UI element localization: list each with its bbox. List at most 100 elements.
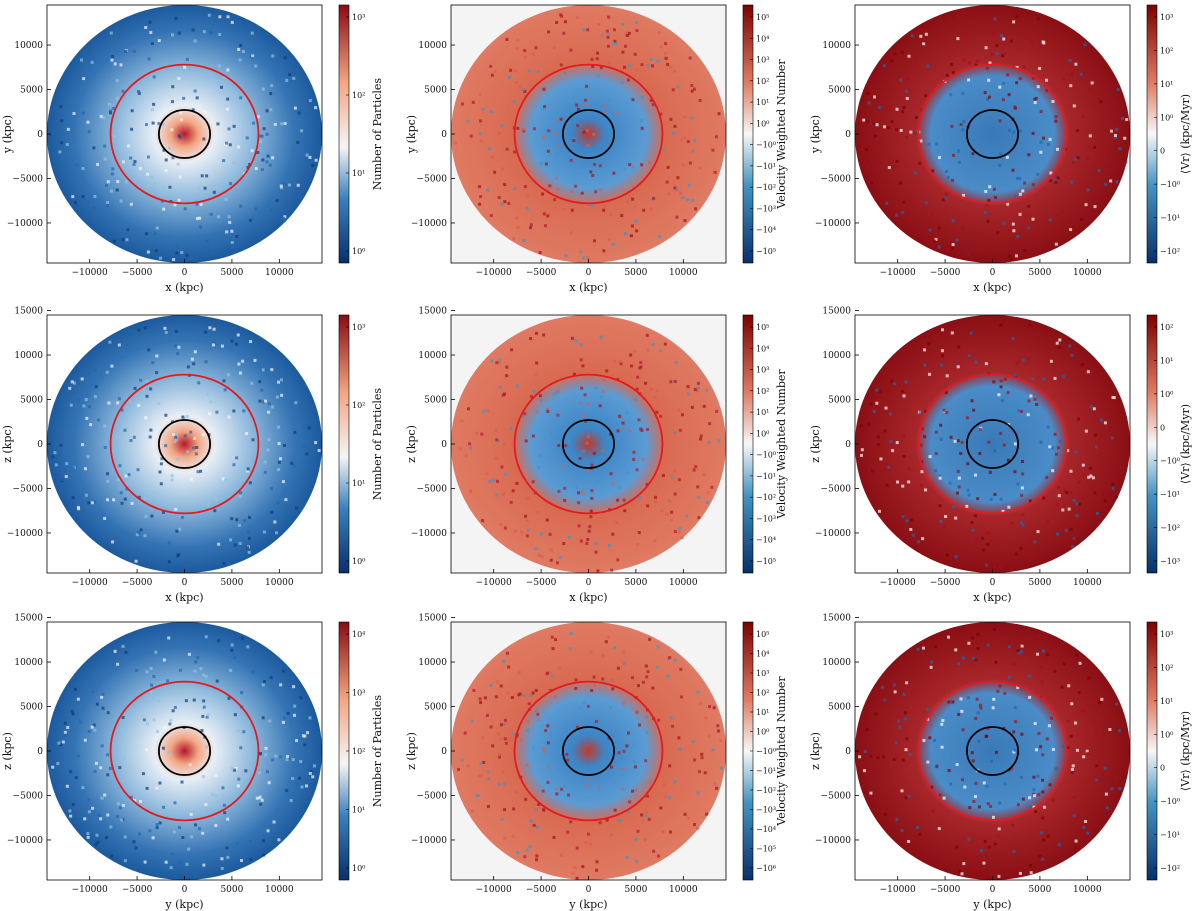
heatmap-pixel xyxy=(617,486,621,490)
heatmap-pixel xyxy=(1032,805,1036,809)
heatmap-pixel xyxy=(677,530,681,534)
heatmap-pixel xyxy=(296,140,300,144)
heatmap-pixel xyxy=(673,658,677,662)
heatmap-pixel xyxy=(121,238,125,242)
heatmap-pixel xyxy=(517,670,521,674)
heatmap-pixel xyxy=(927,342,931,346)
heatmap-pixel xyxy=(926,64,930,68)
heatmap-pixel xyxy=(124,49,128,53)
y-tick-label: 0 xyxy=(37,130,43,140)
heatmap-pixel xyxy=(525,763,529,767)
heatmap-pixel xyxy=(304,784,308,788)
heatmap-pixel xyxy=(684,514,688,518)
heatmap-pixel xyxy=(966,696,970,700)
heatmap-pixel xyxy=(540,555,544,559)
heatmap-pixel xyxy=(633,349,637,353)
heatmap-pixel xyxy=(274,531,278,535)
heatmap-pixel xyxy=(200,729,204,733)
heatmap-pixel xyxy=(640,119,644,123)
heatmap-pixel xyxy=(993,492,997,496)
heatmap-pixel xyxy=(1062,662,1066,666)
heatmap-pixel xyxy=(118,434,122,438)
heatmap-pixel xyxy=(132,49,136,53)
heatmap-pixel xyxy=(232,124,236,128)
heatmap-pixel xyxy=(1033,101,1037,105)
heatmap-pixel xyxy=(597,478,601,482)
heatmap-pixel xyxy=(574,184,578,188)
heatmap-pixel xyxy=(609,706,613,710)
heatmap-pixel xyxy=(526,194,530,198)
heatmap-pixel xyxy=(903,717,907,721)
heatmap-pixel xyxy=(610,678,614,682)
heatmap-pixel xyxy=(575,846,579,850)
heatmap-pixel xyxy=(150,108,154,112)
heatmap-pixel xyxy=(503,442,507,446)
heatmap-pixel xyxy=(251,670,255,674)
x-tick-label: 10000 xyxy=(1073,578,1102,588)
heatmap-pixel xyxy=(929,665,933,669)
x-tick-label: −10000 xyxy=(880,885,916,895)
heatmap-pixel xyxy=(621,421,625,425)
heatmap-pixel xyxy=(956,469,960,473)
heatmap-pixel xyxy=(628,429,632,433)
heatmap-pixel xyxy=(670,476,674,480)
x-tick-label: −5000 xyxy=(526,578,557,588)
heatmap-pixel xyxy=(697,770,701,774)
heatmap-pixel xyxy=(644,814,648,818)
heatmap-pixel xyxy=(648,637,652,641)
heatmap-pixel xyxy=(559,117,563,121)
heatmap-pixel xyxy=(81,167,85,171)
heatmap-pixel xyxy=(582,28,586,32)
y-tick-label: 0 xyxy=(441,440,447,450)
heatmap-pixel xyxy=(164,158,168,162)
heatmap-pixel xyxy=(634,788,638,792)
heatmap-pixel xyxy=(959,451,963,455)
heatmap-pixel xyxy=(536,511,540,515)
heatmap-pixel xyxy=(1064,844,1068,848)
heatmap-pixel xyxy=(954,648,958,652)
heatmap-pixel xyxy=(992,187,996,191)
heatmap-pixel xyxy=(1042,496,1046,500)
heatmap-pixel xyxy=(640,813,644,817)
heatmap-pixel xyxy=(92,723,96,727)
heatmap-pixel xyxy=(997,874,1001,878)
heatmap-pixel xyxy=(649,57,653,61)
heatmap-pixel xyxy=(275,199,279,203)
heatmap-pixel xyxy=(279,755,283,759)
heatmap-pixel xyxy=(700,756,704,760)
heatmap-pixel xyxy=(162,207,166,211)
heatmap-pixel xyxy=(663,342,667,346)
heatmap-pixel xyxy=(137,495,141,499)
heatmap-pixel xyxy=(503,836,507,840)
heatmap-pixel xyxy=(555,152,559,156)
heatmap-pixel xyxy=(186,450,190,454)
heatmap-pixel xyxy=(285,789,289,793)
heatmap-pixel xyxy=(261,716,265,720)
heatmap-pixel xyxy=(553,695,557,699)
heatmap-pixel xyxy=(164,860,168,864)
heatmap-pixel xyxy=(996,231,1000,235)
heatmap-pixel xyxy=(1086,188,1090,192)
heatmap-pixel xyxy=(997,827,1001,831)
heatmap-pixel xyxy=(693,823,697,827)
heatmap-pixel xyxy=(998,566,1002,570)
heatmap-pixel xyxy=(1028,323,1032,327)
x-tick-label: −10000 xyxy=(476,268,512,278)
heatmap-pixel xyxy=(501,770,505,774)
heatmap-pixel xyxy=(946,175,950,179)
heatmap-pixel xyxy=(546,780,550,784)
heatmap-pixel xyxy=(924,201,928,205)
heatmap-pixel xyxy=(602,208,606,212)
heatmap-pixel xyxy=(178,826,182,830)
heatmap-pixel xyxy=(469,446,473,450)
heatmap-pixel xyxy=(611,41,615,45)
colorbar-tick-label: 10¹ xyxy=(756,98,769,107)
heatmap-pixel xyxy=(567,793,571,797)
heatmap-pixel xyxy=(267,781,271,785)
heatmap-pixel xyxy=(653,395,657,399)
heatmap-pixel xyxy=(902,106,906,110)
heatmap-pixel xyxy=(188,763,192,767)
heatmap-pixel xyxy=(918,410,922,414)
heatmap-pixel xyxy=(99,114,103,118)
heatmap-pixel xyxy=(109,111,113,115)
